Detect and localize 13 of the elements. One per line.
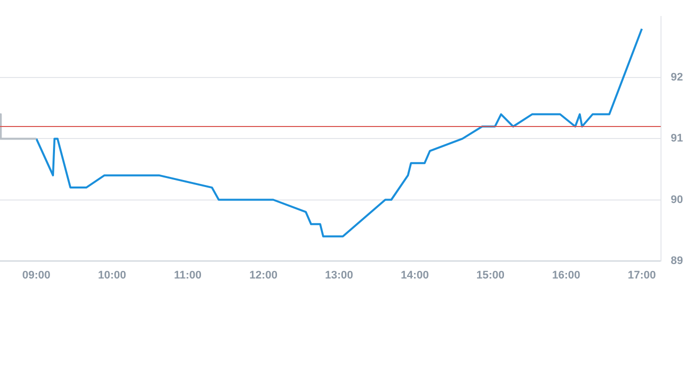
x-tick-label: 16:00 [552,269,580,282]
x-tick-label: 11:00 [174,269,202,282]
x-tick-label: 13:00 [325,269,354,282]
x-tick-label: 14:00 [400,269,429,282]
x-tick-label: 17:00 [628,269,656,282]
y-tick-label: 92 [670,72,684,84]
y-tick-label: 91 [670,132,684,145]
x-tick-label: 10:00 [98,269,126,282]
x-tick-label: 12:00 [249,269,278,282]
y-tick-label: 90 [670,194,684,206]
x-tick-label: 15:00 [476,269,505,282]
y-tick-label: 89 [670,254,684,267]
x-tick-label: 09:00 [22,269,50,282]
